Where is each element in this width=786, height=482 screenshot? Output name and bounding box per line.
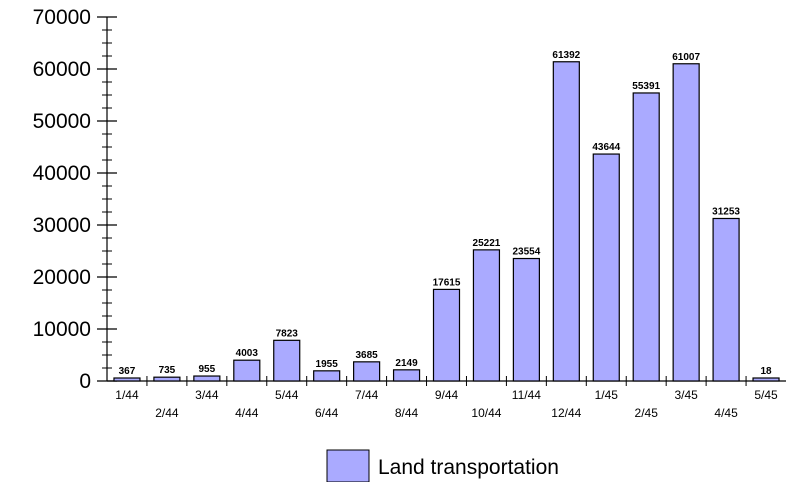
data-label: 3685 [355,350,378,361]
data-label: 25221 [473,238,501,249]
x-tick-label: 5/44 [275,388,299,402]
x-tick-label: 5/45 [754,388,778,402]
bar-4-44 [233,359,261,382]
data-label: 735 [159,365,176,376]
y-tick-label: 50000 [33,110,91,133]
bar-7-44 [353,361,381,382]
x-tick-label: 3/45 [674,388,698,402]
x-tick-label: 3/44 [195,388,219,402]
bar-6-44 [313,370,341,382]
y-tick-label: 20000 [33,266,91,289]
bar-4-45 [712,217,740,382]
data-label: 61007 [672,52,700,63]
x-tick-label: 2/44 [155,406,179,420]
bar-1-44 [113,377,141,382]
data-label: 4003 [236,348,259,359]
bar-3-45 [672,63,700,382]
y-tick-label: 10000 [33,318,91,341]
bar-9-44 [432,288,461,382]
y-tick-label: 0 [79,370,91,393]
x-tick-label: 1/44 [115,388,139,402]
data-label: 18 [760,366,772,377]
x-tick-label: 2/45 [635,406,659,420]
data-label: 31253 [712,206,740,217]
x-tick-label: 6/44 [315,406,339,420]
x-tick-label: 7/44 [355,388,379,402]
bar-3-44 [193,375,221,382]
bar-10-44 [472,249,501,382]
legend-label: Land transportation [378,456,559,479]
x-tick-label: 4/45 [714,406,738,420]
y-tick-label: 70000 [33,6,91,29]
data-label: 23554 [512,247,540,258]
bar-11-44 [512,257,540,382]
bar-series [113,61,780,382]
x-tick-label: 9/44 [435,388,459,402]
data-label: 61392 [552,50,580,61]
data-label: 17615 [433,277,461,288]
x-tick-label: 8/44 [395,406,419,420]
bar-5-45 [752,377,780,382]
y-tick-label: 60000 [33,58,91,81]
data-label: 43644 [592,142,620,153]
data-label: 7823 [276,328,299,339]
legend-swatch [326,449,370,482]
x-tick-label: 12/44 [551,406,581,420]
data-label: 1955 [316,359,339,370]
x-tick-label: 10/44 [471,406,501,420]
y-tick-label: 40000 [33,162,91,185]
y-axis-ticks: 0 10000 20000 30000 40000 50000 60000 70000 [33,6,117,393]
data-label: 55391 [632,81,660,92]
bar-2-44 [153,376,181,382]
bar-5-44 [273,339,301,382]
x-tick-label: 11/44 [512,388,541,402]
bar-1-45 [592,153,620,382]
data-label: 955 [199,364,216,375]
bar-2-45 [632,92,660,382]
bar-8-44 [392,369,421,382]
x-axis-ticks: 1/44 2/44 3/44 4/44 5/44 6/44 7/44 8/44 9/44 10/4… [115,376,778,420]
data-labels: 367 735 955 4003 7823 1955 3685 2149 17615 25221 2… [119,50,772,377]
x-tick-label: 1/45 [595,388,619,402]
data-label: 2149 [395,358,418,369]
bar-12-44 [552,61,580,382]
y-tick-label: 30000 [33,214,91,237]
legend: Land transportation [326,449,559,482]
data-label: 367 [119,366,136,377]
x-tick-label: 4/44 [235,406,259,420]
